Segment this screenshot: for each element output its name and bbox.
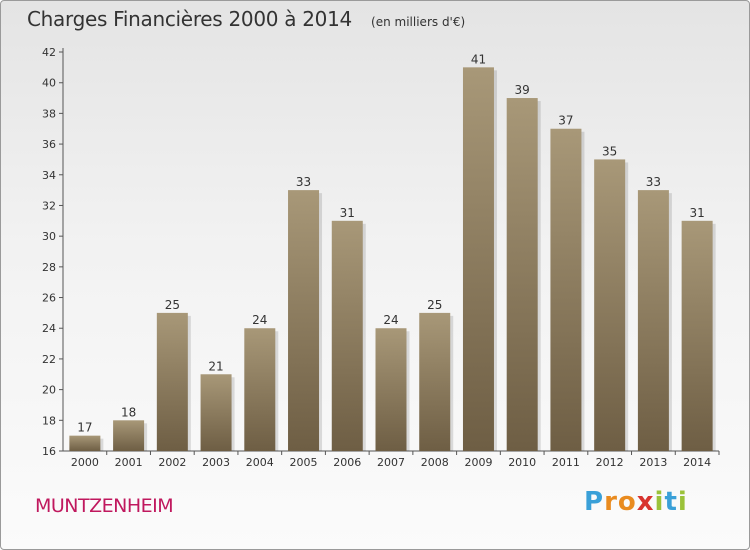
- bar: [550, 128, 582, 451]
- bar: [288, 190, 320, 451]
- x-tick-label: 2004: [246, 456, 274, 469]
- y-tick-label: 22: [42, 353, 56, 366]
- y-tick-label: 16: [42, 445, 56, 458]
- data-label: 35: [602, 144, 617, 158]
- bar: [681, 220, 713, 451]
- y-tick-label: 42: [42, 46, 56, 59]
- data-label: 37: [558, 114, 573, 128]
- bar: [69, 435, 101, 451]
- bar: [244, 328, 276, 451]
- proxiti-logo[interactable]: Proxiti: [584, 487, 688, 517]
- bar: [594, 159, 626, 451]
- title-row: Charges Financières 2000 à 2014 (en mill…: [27, 7, 465, 31]
- chart-subtitle: (en milliers d'€): [371, 15, 466, 29]
- data-label: 31: [689, 206, 704, 220]
- y-tick-label: 40: [42, 77, 56, 90]
- data-label: 24: [252, 313, 267, 327]
- x-tick-label: 2008: [421, 456, 449, 469]
- x-tick-label: 2013: [639, 456, 667, 469]
- data-label: 25: [427, 298, 442, 312]
- data-label: 39: [515, 83, 530, 97]
- data-label: 24: [383, 313, 398, 327]
- y-tick-label: 26: [42, 292, 56, 305]
- data-label: 25: [165, 298, 180, 312]
- y-tick-label: 38: [42, 107, 56, 120]
- bar: [462, 67, 494, 451]
- y-tick-label: 32: [42, 199, 56, 212]
- y-tick-label: 34: [42, 169, 56, 182]
- x-tick-label: 2011: [552, 456, 580, 469]
- x-tick-label: 2010: [508, 456, 536, 469]
- bar: [200, 374, 232, 451]
- bar: [637, 190, 669, 451]
- chart-title: Charges Financières 2000 à 2014: [27, 7, 352, 31]
- bar: [506, 98, 538, 452]
- bar: [375, 328, 407, 451]
- x-tick-label: 2007: [377, 456, 405, 469]
- x-tick-label: 2009: [464, 456, 492, 469]
- bar: [113, 420, 145, 451]
- x-tick-label: 2006: [333, 456, 361, 469]
- x-tick-label: 2012: [596, 456, 624, 469]
- bar: [419, 312, 451, 451]
- y-tick-label: 30: [42, 230, 56, 243]
- y-tick-label: 24: [42, 322, 56, 335]
- y-tick-label: 36: [42, 138, 56, 151]
- bar: [156, 312, 188, 451]
- data-label: 33: [296, 175, 311, 189]
- data-label: 31: [340, 206, 355, 220]
- y-tick-label: 20: [42, 384, 56, 397]
- x-tick-label: 2014: [683, 456, 711, 469]
- data-label: 41: [471, 52, 486, 66]
- data-label: 18: [121, 405, 136, 419]
- x-tick-label: 2002: [158, 456, 186, 469]
- data-label: 21: [208, 359, 223, 373]
- x-tick-label: 2003: [202, 456, 230, 469]
- data-label: 33: [646, 175, 661, 189]
- x-tick-label: 2001: [115, 456, 143, 469]
- y-tick-label: 28: [42, 261, 56, 274]
- y-tick-label: 18: [42, 414, 56, 427]
- data-label: 17: [77, 421, 92, 435]
- commune-name: MUNTZENHEIM: [35, 495, 174, 517]
- x-tick-label: 2005: [290, 456, 318, 469]
- bar: [331, 220, 363, 451]
- x-tick-label: 2000: [71, 456, 99, 469]
